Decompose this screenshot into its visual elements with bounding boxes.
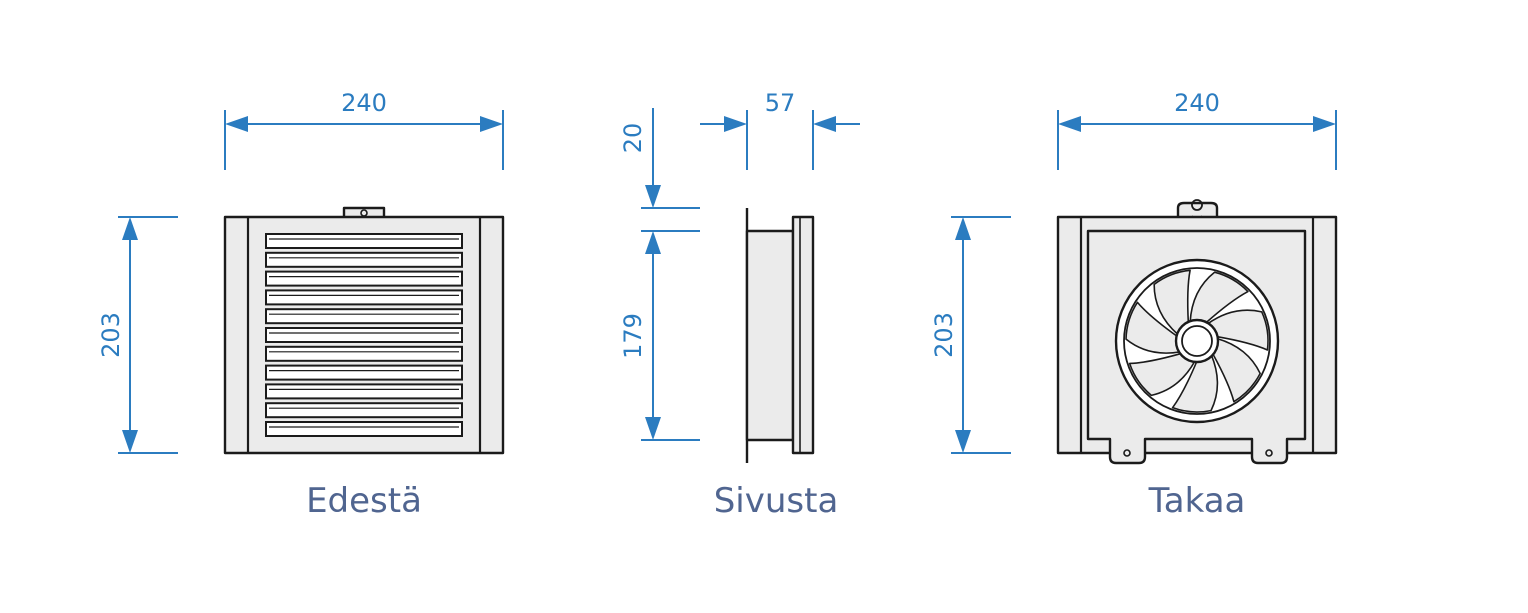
grille-louvre [265, 421, 463, 437]
back-width-label: 240 [1174, 89, 1220, 117]
fan-blade [1206, 309, 1269, 351]
back-dimensions: 240 203 [930, 89, 1337, 454]
side-housing [745, 229, 795, 442]
side-body-height-label: 179 [619, 313, 647, 359]
grille-louvre [265, 233, 463, 249]
side-depth-label: 57 [765, 89, 796, 117]
grille-louvre [265, 364, 463, 381]
back-view [1056, 199, 1338, 465]
grille-louvre [265, 289, 463, 306]
grille-louvre [265, 251, 463, 268]
back-view-label: Takaa [1148, 481, 1246, 521]
fan-blade [1171, 354, 1219, 413]
front-dimensions: 240 203 [97, 89, 504, 454]
back-foot-hole-left [1123, 449, 1131, 457]
grille-louvre [265, 345, 463, 362]
front-view-label: Edestä [306, 481, 422, 521]
side-view [745, 208, 815, 463]
grille-louvre [265, 402, 463, 419]
side-top-offset-label: 20 [619, 123, 647, 154]
front-view [223, 206, 505, 455]
side-view-label: Sivusta [714, 481, 839, 521]
grille-louvre [265, 270, 463, 287]
fan-blades [1125, 269, 1269, 413]
grille-louvre [265, 327, 463, 343]
side-front-frame [791, 215, 815, 455]
fan-blade [1125, 301, 1182, 354]
grille-louvre [265, 383, 463, 400]
front-height-label: 203 [97, 312, 125, 358]
fan-blade [1211, 337, 1261, 403]
grille-louvre [265, 308, 463, 325]
fan-blade [1153, 269, 1191, 336]
front-width-label: 240 [341, 89, 387, 117]
fan-blade [1128, 352, 1196, 397]
fan-blade [1189, 271, 1249, 324]
back-height-label: 203 [930, 312, 958, 358]
side-dimensions: 57 20 179 [619, 89, 860, 441]
front-grille [265, 233, 463, 437]
back-foot-hole-right [1265, 449, 1273, 457]
